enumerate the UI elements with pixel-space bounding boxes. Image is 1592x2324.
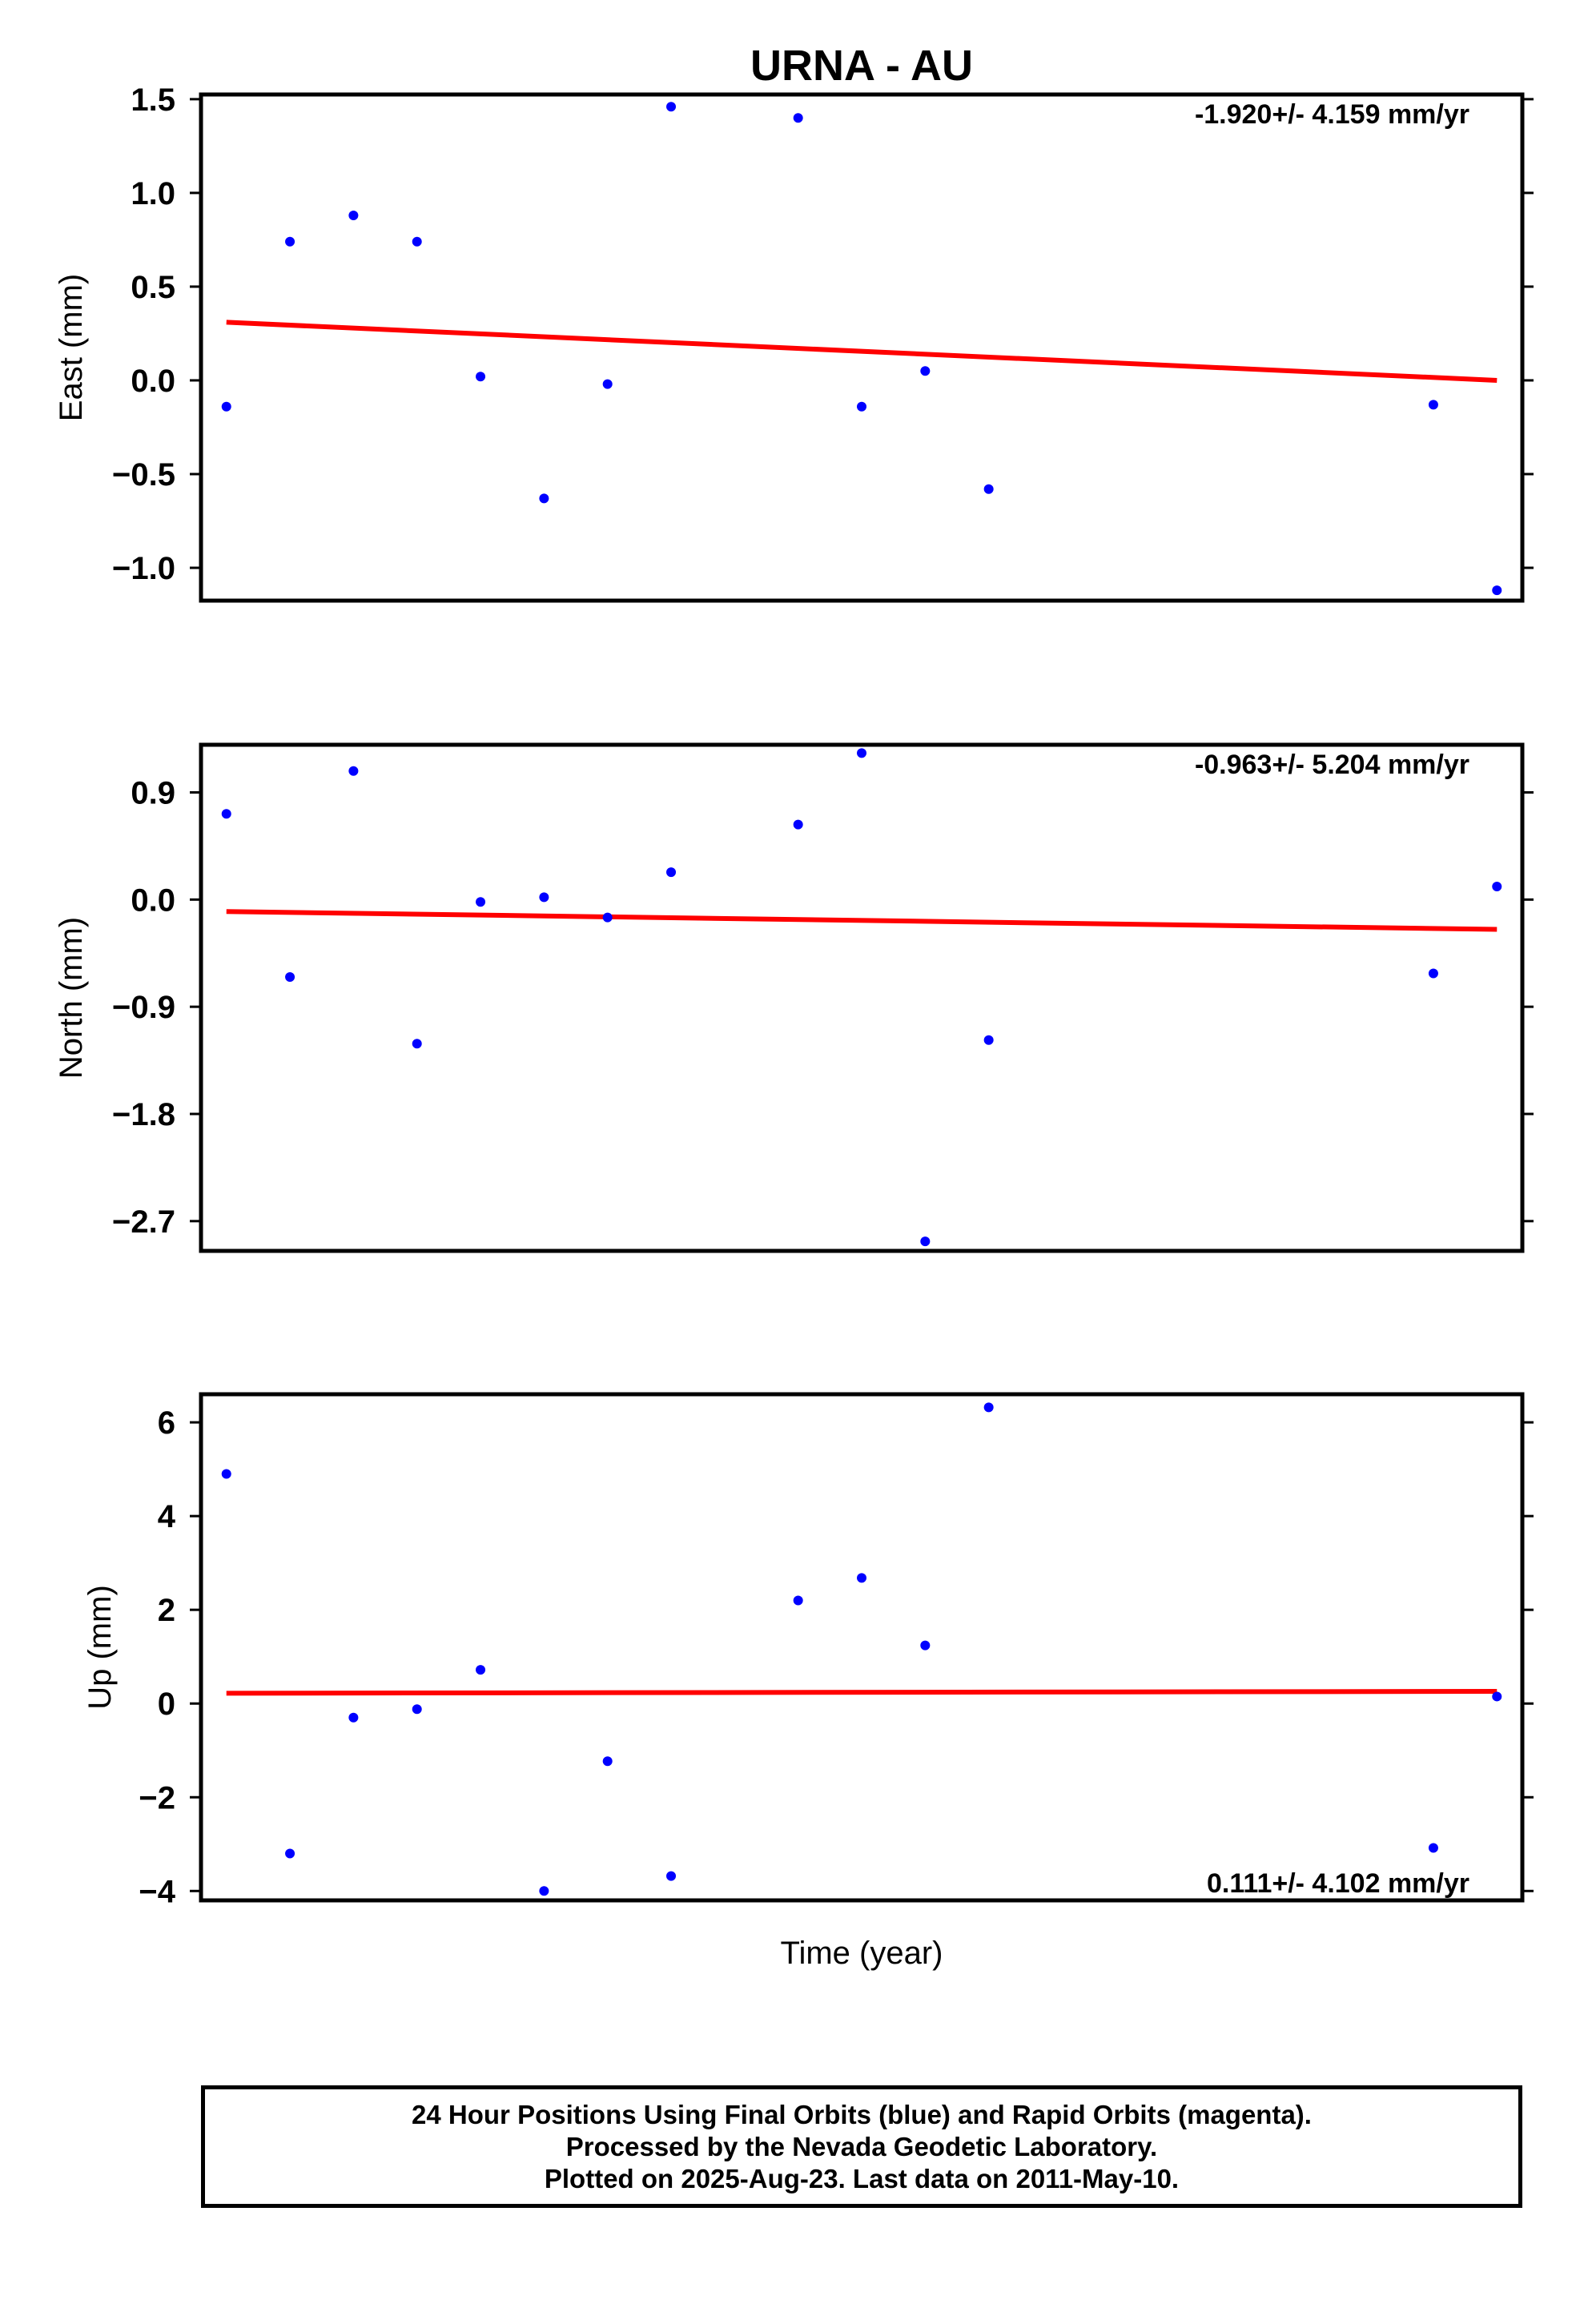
y-tick-label: 1.5: [131, 82, 175, 118]
data-point: [221, 1469, 231, 1479]
y-tick-label: 0: [158, 1687, 175, 1722]
data-point: [221, 401, 231, 412]
data-point: [920, 1236, 931, 1247]
data-point: [602, 1756, 613, 1767]
data-point: [285, 1848, 295, 1859]
data-point: [348, 210, 359, 220]
data-point: [920, 1640, 931, 1651]
data-point: [857, 1573, 866, 1583]
data-point: [1492, 881, 1502, 891]
y-tick-label: 0.9: [131, 775, 175, 810]
data-point: [666, 867, 677, 878]
y-tick-label: −2: [139, 1780, 175, 1815]
rate-label: -1.920+/- 4.159 mm/yr: [1195, 99, 1469, 130]
data-point: [666, 1871, 677, 1881]
rate-label: 0.111+/- 4.102 mm/yr: [1207, 1868, 1469, 1899]
data-point: [983, 484, 994, 494]
data-point: [983, 1035, 994, 1045]
data-point: [539, 892, 549, 903]
data-point: [1492, 585, 1502, 596]
plot-frame: [199, 92, 1525, 603]
y-tick-label: −1.0: [112, 551, 175, 586]
panel-north: 0.9 0.0 −0.9 −1.8 −2.7 North (mm) -0.963+/- 5.…: [54, 742, 1534, 1253]
trend-line: [226, 320, 1498, 383]
footer-line-2: Processed by the Nevada Geodetic Laborat…: [565, 2131, 1158, 2161]
data-point: [476, 897, 486, 907]
footer-line-1: 24 Hour Positions Using Final Orbits (bl…: [412, 2099, 1312, 2129]
footer-note: 24 Hour Positions Using Final Orbits (bl…: [201, 2085, 1522, 2208]
y-axis-label: East (mm): [54, 274, 89, 421]
chart-title: URNA - AU: [750, 42, 973, 90]
data-point: [412, 236, 422, 247]
trend-line: [226, 1689, 1498, 1696]
data-point: [348, 1712, 359, 1723]
y-tick-label: 0.0: [131, 883, 175, 918]
y-tick-label: 0.5: [131, 270, 175, 305]
y-tick-label: −2.7: [112, 1204, 175, 1240]
plot-frame: [199, 742, 1525, 1253]
data-point: [1428, 968, 1438, 979]
y-axis-label: North (mm): [54, 917, 89, 1079]
y-tick-label: 6: [158, 1405, 175, 1441]
data-point: [539, 493, 549, 504]
y-tick-label: −1.8: [112, 1097, 175, 1132]
y-tick-label: 1.0: [131, 176, 175, 211]
data-point: [920, 366, 931, 376]
data-point: [1492, 1691, 1502, 1702]
data-point: [857, 401, 866, 412]
y-tick-label: 2: [158, 1593, 175, 1628]
data-point: [602, 912, 613, 923]
y-axis-label: Up (mm): [82, 1585, 118, 1710]
data-point: [602, 379, 613, 389]
rate-label: -0.963+/- 5.204 mm/yr: [1195, 750, 1469, 780]
data-point: [476, 1665, 486, 1675]
plot-frame: [199, 1392, 1525, 1903]
data-point: [476, 372, 486, 382]
data-point: [539, 1886, 549, 1896]
y-tick-label: −0.5: [112, 457, 175, 493]
data-point: [285, 971, 295, 982]
x-axis-label: Time (year): [781, 1936, 943, 1971]
data-point: [1428, 1843, 1438, 1853]
data-point: [221, 809, 231, 819]
data-point: [793, 1595, 803, 1606]
data-point: [285, 236, 295, 247]
y-tick-label: −0.9: [112, 990, 175, 1025]
trend-line: [226, 909, 1498, 932]
data-point: [412, 1039, 422, 1049]
y-tick-label: 0.0: [131, 364, 175, 399]
footer-line-3: Plotted on 2025-Aug-23. Last data on 201…: [544, 2163, 1180, 2193]
y-tick-label: −4: [139, 1874, 175, 1909]
data-point: [666, 102, 677, 112]
panels: 1.5 1.0 0.5 0.0 −0.5 −1.0 East (mm) -1.920+/- 4…: [54, 82, 1534, 1909]
data-point: [983, 1402, 994, 1413]
data-point: [412, 1704, 422, 1715]
data-point: [348, 766, 359, 776]
data-point: [793, 113, 803, 123]
panel-east: 1.5 1.0 0.5 0.0 −0.5 −1.0 East (mm) -1.920+/- 4…: [54, 82, 1534, 603]
data-point: [1428, 400, 1438, 410]
data-point: [857, 748, 866, 758]
panel-up: 6 4 2 0 −2 −4 Up (mm) 0.111+/- 4.102 mm/yr: [82, 1392, 1534, 1909]
y-tick-label: 4: [158, 1499, 176, 1534]
data-point: [793, 819, 803, 830]
